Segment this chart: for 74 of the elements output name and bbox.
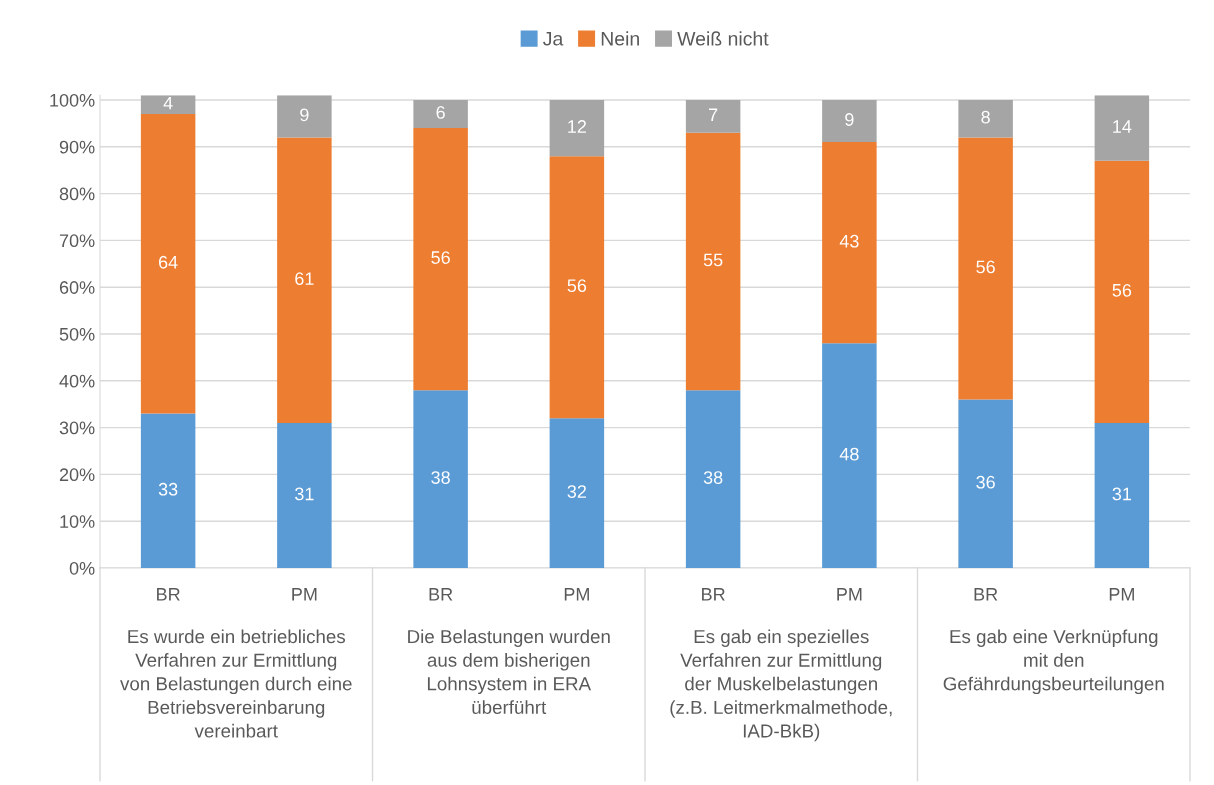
data-label: 31 (1112, 487, 1132, 501)
bar (277, 137, 332, 423)
text: Es gab ein spezielles Verfahren zur Ermittlung der Muskelbelastungen (z.B. Leitmerkmalmethode, IAD-BkB) (670, 629, 892, 742)
data-label: 64 (159, 255, 178, 269)
data-label: 9 (845, 113, 854, 126)
x-tick-label: BR (974, 588, 998, 601)
y-tick-label: 30% (59, 421, 95, 435)
bar (685, 390, 741, 568)
data-label: 36 (976, 475, 995, 489)
y-tick-label: 60% (59, 281, 95, 294)
bar (1094, 95, 1150, 161)
y-tick-label: 0% (69, 561, 95, 575)
bar (958, 399, 1013, 568)
y-tick-label: 80% (59, 187, 95, 201)
bar (140, 413, 196, 568)
bar (822, 142, 877, 344)
bar (822, 99, 877, 143)
bar (413, 128, 468, 391)
data-label: 8 (981, 110, 990, 124)
data-label: 61 (295, 272, 314, 286)
data-label: 31 (295, 487, 314, 501)
data-label: 56 (1112, 283, 1132, 297)
bar (140, 95, 196, 115)
data-label: 6 (436, 106, 445, 119)
data-label: 56 (976, 260, 995, 274)
data-label: 33 (158, 482, 178, 496)
x-tick-label: BR (157, 588, 180, 601)
y-tick-label: 100% (50, 93, 95, 107)
data-label: 32 (567, 485, 587, 498)
bar (549, 418, 605, 568)
bar (958, 99, 1013, 138)
bar (277, 95, 332, 138)
text: Die Belastungen wurden aus dem bisherigen Lohnsystem in ERA überführt (408, 629, 610, 714)
data-label: 48 (839, 447, 859, 461)
bar (685, 132, 741, 391)
text: Es gab eine Verknüpfung mit den Gefährdungsbeurteilungen (943, 629, 1164, 695)
data-label: 38 (703, 471, 723, 484)
bar (685, 99, 741, 133)
data-label: 7 (709, 108, 718, 122)
legend-label: Nein (601, 31, 639, 46)
x-tick-label: PM (837, 588, 862, 601)
bar (1094, 422, 1150, 568)
bar (1094, 160, 1150, 423)
x-tick-label: PM (1109, 588, 1134, 601)
bar (549, 99, 605, 157)
bar (958, 137, 1013, 400)
y-tick-label: 10% (60, 515, 95, 528)
data-label: 12 (568, 120, 587, 133)
data-label: 56 (431, 251, 450, 264)
y-tick-label: 70% (59, 234, 95, 248)
y-tick-label: 20% (59, 468, 95, 482)
data-label: 4 (163, 96, 173, 110)
x-tick-label: PM (564, 588, 589, 601)
data-label: 55 (703, 253, 723, 267)
data-label: 43 (839, 234, 859, 248)
y-tick-label: 40% (59, 374, 95, 388)
data-label: 56 (567, 279, 587, 293)
y-tick-label: 90% (59, 140, 95, 154)
bar (140, 114, 196, 414)
bar (413, 390, 468, 568)
bar (413, 99, 468, 129)
data-label: 14 (1113, 120, 1132, 133)
bar (822, 343, 877, 568)
bar (277, 422, 332, 568)
legend-label: Weiß nicht (677, 31, 769, 46)
x-tick-label: BR (429, 588, 453, 601)
legend-label: Ja (543, 32, 564, 46)
data-label: 38 (431, 471, 450, 484)
bar (549, 156, 605, 419)
data-label: 9 (300, 108, 309, 122)
x-tick-label: PM (292, 588, 317, 601)
text: Es wurde ein betriebliches Verfahren zur Ermittlung von Belastungen durch eine Betriebsvereinbarung vereinbart (120, 629, 352, 738)
y-tick-label: 50% (59, 327, 95, 341)
x-tick-label: BR (702, 588, 725, 601)
